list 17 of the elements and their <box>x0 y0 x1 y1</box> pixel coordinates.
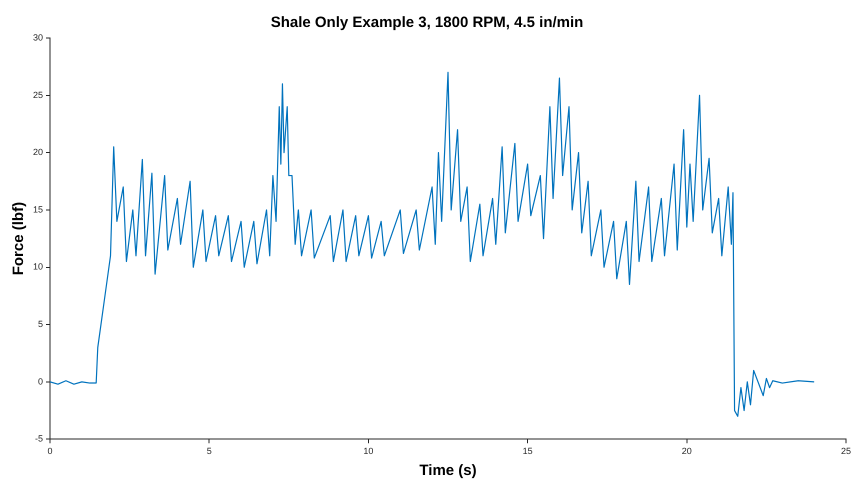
x-tick-label: 0 <box>48 446 53 456</box>
y-tick-label: 10 <box>32 262 44 272</box>
y-tick-label: 5 <box>38 319 44 330</box>
y-tick-label: 30 <box>32 32 44 42</box>
x-tick-label: 25 <box>840 446 852 456</box>
y-axis-title: Force (lbf) <box>10 202 28 276</box>
x-tick-label: 10 <box>363 446 374 456</box>
x-axis-title: Time (s) <box>419 462 477 480</box>
y-tick-label: 0 <box>38 376 44 386</box>
x-tick-label: 20 <box>682 446 692 456</box>
y-tick-label: 25 <box>32 90 44 100</box>
chart-title: Shale Only Example 3, 1800 RPM, 4.5 in/min <box>270 14 584 32</box>
x-tick-label: 15 <box>522 446 533 456</box>
y-tick-label: -5 <box>34 434 44 444</box>
y-tick-label: 20 <box>32 147 44 158</box>
x-tick-label: 5 <box>206 446 212 456</box>
y-tick-label: 15 <box>32 204 44 214</box>
